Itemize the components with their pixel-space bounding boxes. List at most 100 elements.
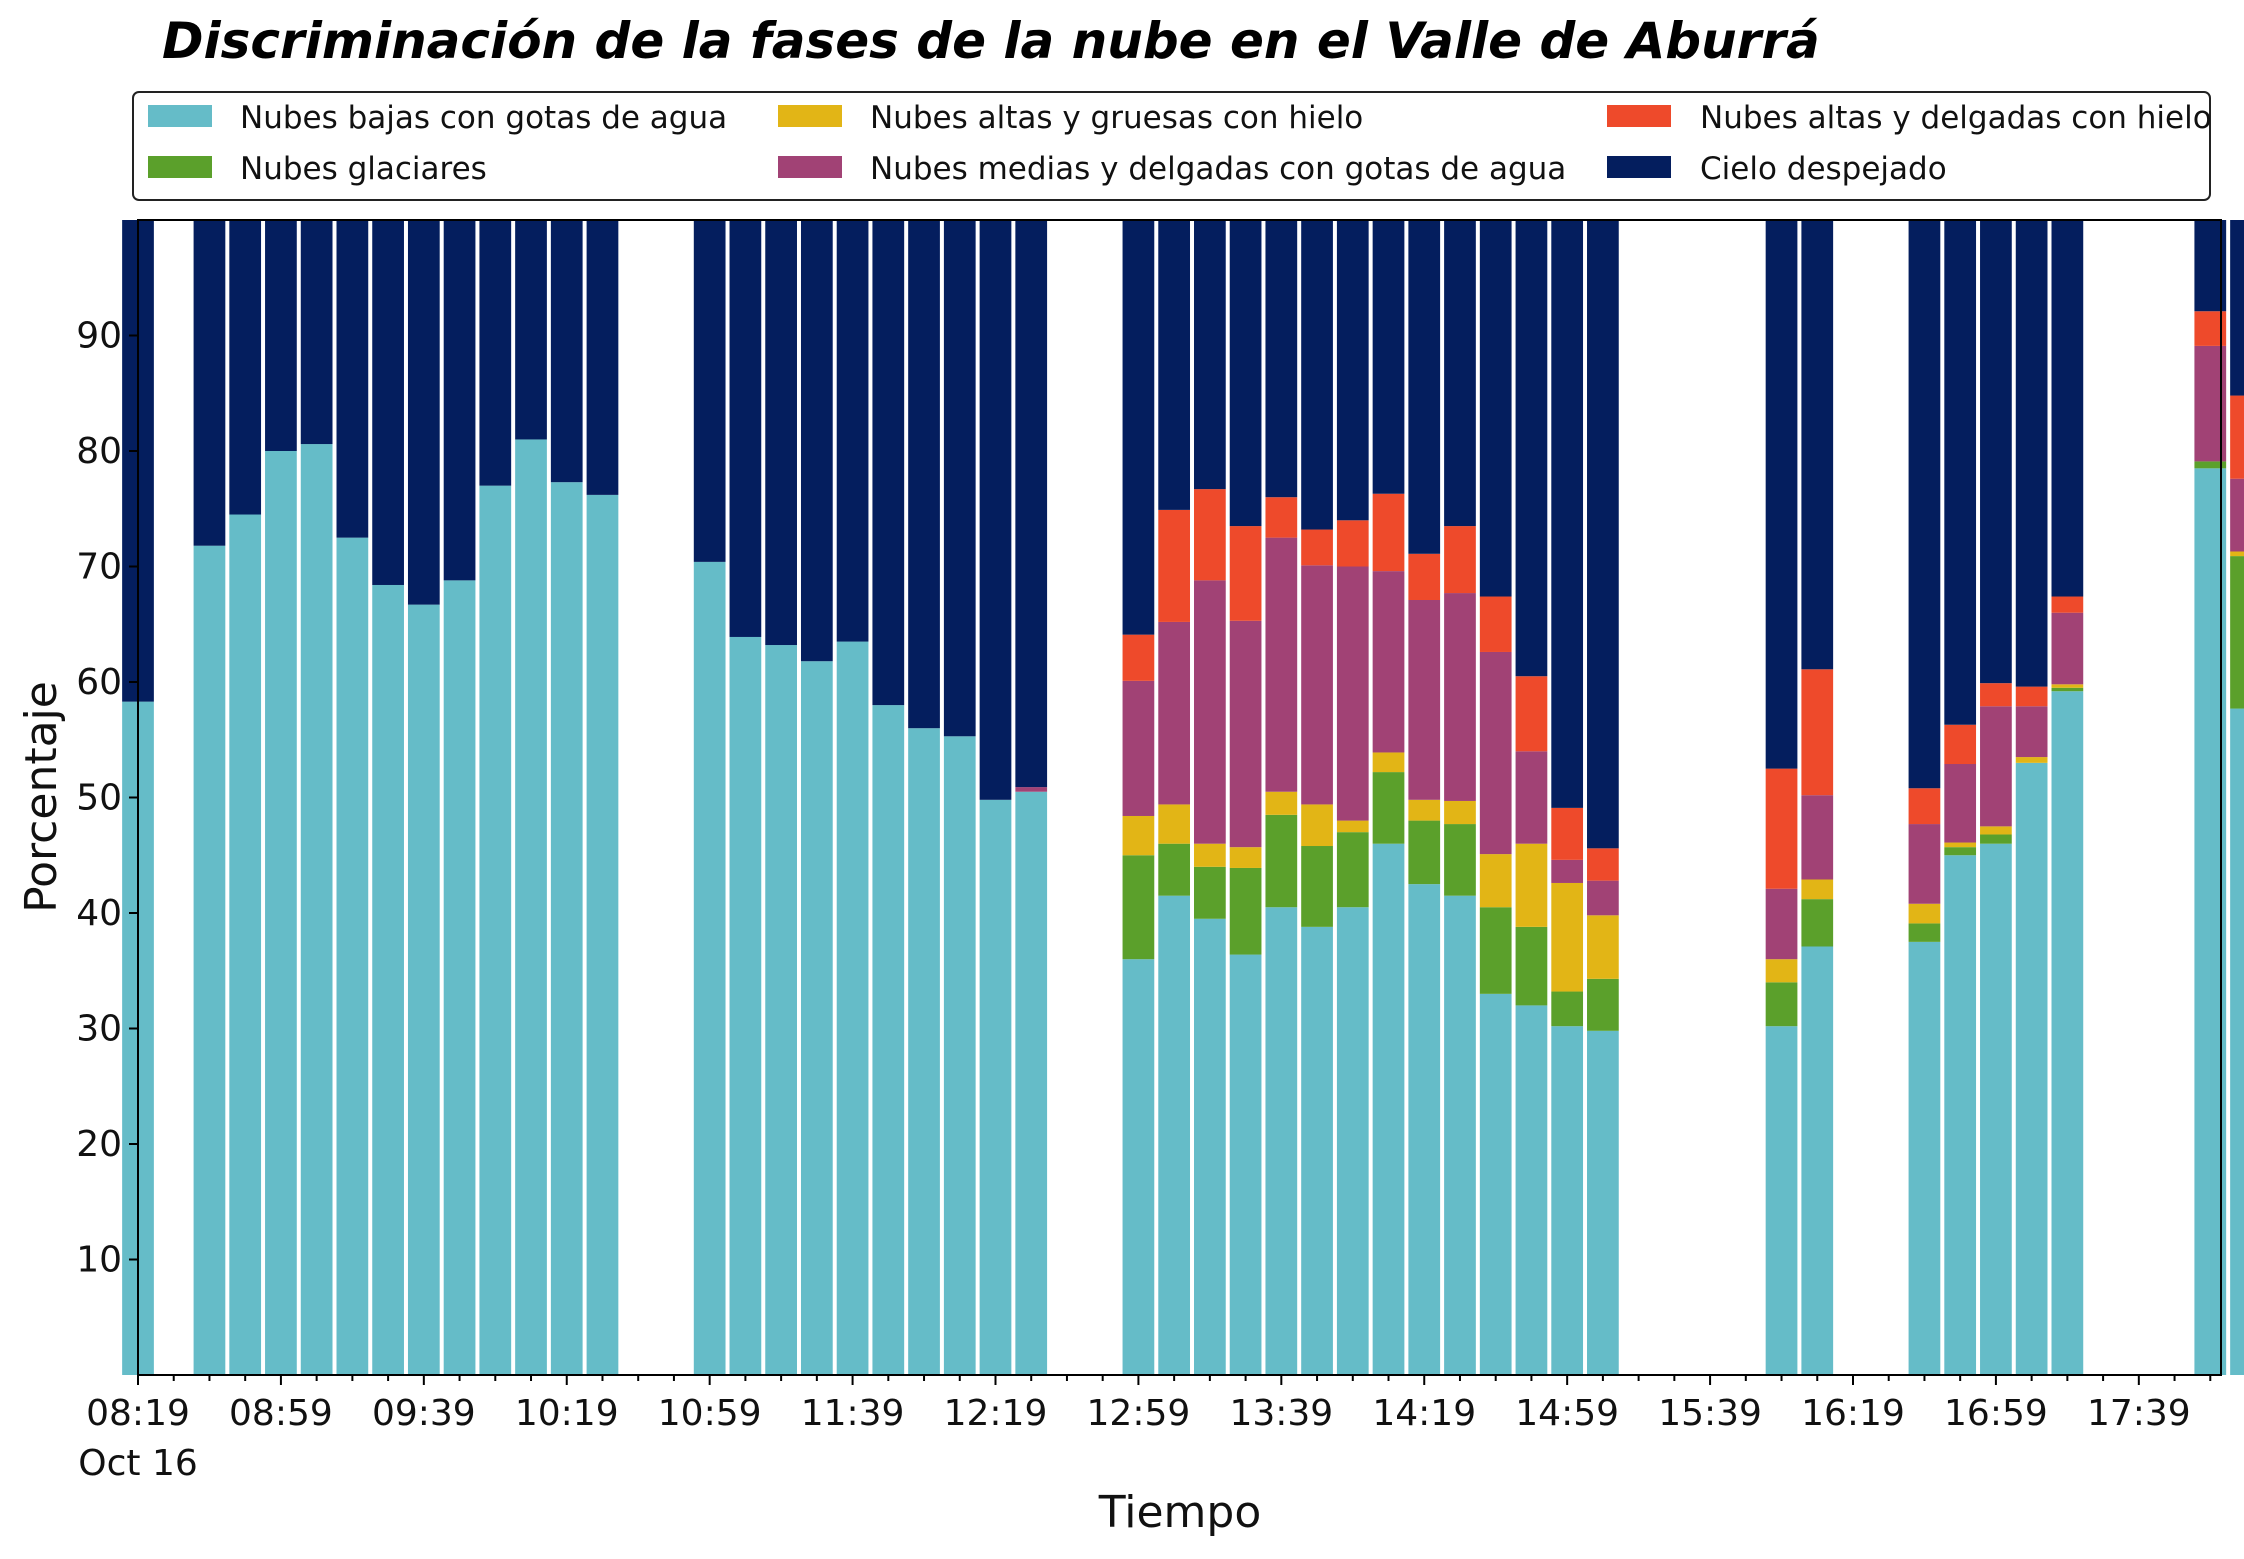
x-tick-label: 13:39 — [1229, 1393, 1333, 1434]
bar-segment — [2230, 220, 2244, 396]
bar-segment — [836, 641, 869, 1375]
legend-swatch-thin-ice — [1607, 105, 1671, 127]
legend-swatch-glaciated — [148, 156, 212, 178]
x-tick-label: 15:39 — [1658, 1393, 1762, 1434]
legend-label-glaciated: Nubes glaciares — [240, 151, 487, 187]
bar-segment — [1765, 220, 1798, 769]
x-tick-label: 11:39 — [801, 1393, 905, 1434]
bar-segment — [1444, 220, 1476, 527]
bar-segment — [1015, 787, 1048, 792]
bar-segment — [1944, 764, 1977, 843]
bar-segment — [908, 728, 940, 1375]
bar-segment — [1265, 907, 1298, 1375]
bar-segment — [2015, 757, 2048, 763]
bar-segment — [1372, 843, 1405, 1375]
bar-segment — [1372, 493, 1405, 572]
chart-title: Discriminación de la fases de la nube en… — [162, 12, 1820, 70]
x-tick-label: 17:39 — [2087, 1393, 2191, 1434]
x-tick-label: 09:39 — [372, 1393, 476, 1434]
bar-segment — [1336, 832, 1369, 908]
x-tick-label: 12:19 — [944, 1393, 1048, 1434]
bar-segment — [1372, 772, 1405, 844]
bar-segment — [1944, 220, 1977, 725]
bar-segment — [1801, 879, 1834, 900]
bar-segment — [1158, 621, 1191, 805]
bar-segment — [2051, 220, 2084, 597]
bar-segment — [1551, 991, 1584, 1027]
bar-segment — [1122, 959, 1155, 1375]
bar-segment — [693, 220, 726, 562]
bar-segment — [300, 444, 333, 1375]
bar-segment — [1980, 826, 2012, 835]
bar-segment — [1944, 855, 1977, 1375]
bar-segment — [2051, 596, 2084, 613]
bar-segment — [1980, 220, 2012, 684]
bar-segment — [586, 220, 619, 495]
bar-segment — [1444, 824, 1476, 896]
bar-segment — [193, 220, 226, 546]
bar-segment — [1229, 867, 1262, 955]
bar-segment — [1908, 220, 1941, 789]
legend-label-low-water: Nubes bajas con gotas de agua — [240, 100, 727, 136]
bar-segment — [1801, 669, 1834, 796]
bar-segment — [2230, 551, 2244, 557]
bar-segment — [407, 220, 440, 605]
bar-segment — [372, 220, 404, 585]
y-tick-label: 50 — [76, 778, 122, 819]
bar-segment — [1336, 520, 1369, 567]
bar-segment — [1194, 489, 1226, 581]
bar-segment — [1265, 537, 1298, 792]
bar-segment — [1158, 220, 1191, 510]
bar-segment — [1801, 220, 1834, 670]
bar-segment — [1122, 815, 1155, 856]
x-tick-label: 10:59 — [658, 1393, 762, 1434]
bar-segment — [979, 799, 1012, 1375]
bar-segment — [1551, 220, 1584, 808]
bar-segment — [1587, 848, 1619, 881]
x-date-label: Oct 16 — [78, 1443, 198, 1484]
bar-segment — [1372, 220, 1405, 494]
bar-segment — [1408, 820, 1441, 885]
bar-segment — [1301, 565, 1333, 805]
x-tick-label: 16:19 — [1801, 1393, 1905, 1434]
bar-segment — [1801, 795, 1834, 880]
y-tick-label: 90 — [76, 316, 122, 357]
legend-label-thin-ice: Nubes altas y delgadas con hielo — [1700, 100, 2212, 136]
bar-segment — [1587, 220, 1619, 849]
bar-segment — [1372, 752, 1405, 773]
x-axis: 08:19 Oct 16 08:59 09:39 10:19 10:59 11:39 12:1… — [78, 1375, 2212, 1484]
x-tick-label: 10:19 — [515, 1393, 619, 1434]
bar-segment — [265, 451, 297, 1375]
y-tick-label: 30 — [76, 1009, 122, 1050]
bar-segment — [765, 220, 797, 646]
bar-segment — [1408, 600, 1441, 800]
legend-swatch-thick-ice — [778, 105, 842, 127]
bar-segment — [1515, 926, 1548, 1006]
bar-segment — [1479, 596, 1512, 652]
bar-segment — [1765, 982, 1798, 1027]
bar-segment — [1980, 843, 2012, 1375]
x-tick-label: 08:19 — [86, 1393, 190, 1434]
bar-segment — [872, 220, 905, 706]
bar-segment — [1980, 834, 2012, 844]
bar-segment — [943, 736, 976, 1375]
bar-segment — [2230, 708, 2244, 1375]
y-tick-label: 80 — [76, 431, 122, 472]
legend-swatch-low-water — [148, 105, 212, 127]
bar-segment — [908, 220, 940, 729]
y-tick-label: 10 — [76, 1240, 122, 1281]
bar-segment — [1015, 791, 1048, 1375]
bar-segment — [407, 604, 440, 1375]
bar-segment — [1515, 843, 1548, 927]
bar-segment — [2230, 395, 2244, 479]
bar-segment — [229, 514, 262, 1375]
bar-segment — [2015, 220, 2048, 687]
y-axis: 10 20 30 40 50 60 70 80 90 — [76, 316, 138, 1281]
bar-segment — [515, 220, 547, 440]
bar-segment — [1551, 859, 1584, 883]
bar-segment — [1944, 842, 1977, 848]
bar-segment — [1515, 1005, 1548, 1375]
bar-segment — [2051, 612, 2084, 685]
bar-segment — [1908, 941, 1941, 1376]
